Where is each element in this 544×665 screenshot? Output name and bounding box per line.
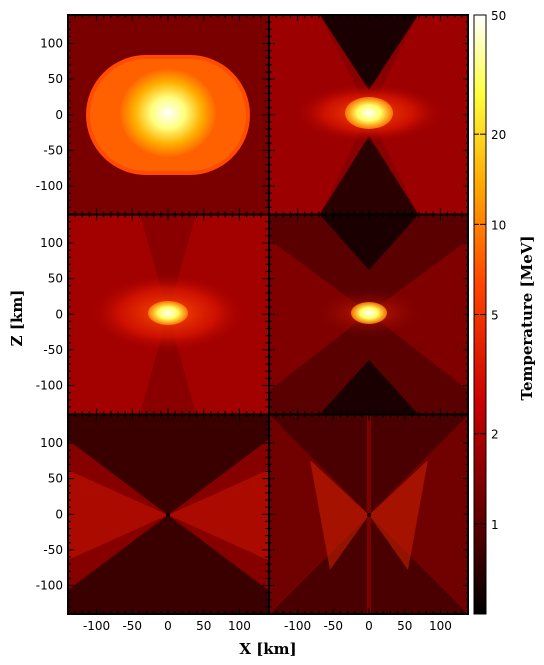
y-tick-label: 50 — [48, 272, 63, 286]
y-tick-label: 50 — [48, 72, 63, 86]
x-tick-label: -50 — [323, 619, 343, 633]
y-tick-label: 0 — [55, 108, 63, 122]
colorbar-ticks: 1 2 5 10 20 50 — [474, 9, 506, 532]
y-axis-label: Z [km] — [8, 290, 26, 347]
x-tick-label: 50 — [196, 619, 211, 633]
x-tick-label: 50 — [397, 619, 412, 633]
axis-ticks — [68, 15, 469, 614]
colorbar-label: Temperature [MeV] — [518, 236, 536, 401]
y-tick-labels: 100 50 0 -50 -100 100 50 0 -50 -100 100 50 0 -50 -100 — [36, 37, 63, 593]
x-tick-label: -100 — [284, 619, 311, 633]
x-tick-labels: -100 -50 0 50 100 -100 -50 0 50 100 — [83, 619, 452, 633]
y-tick-label: 100 — [40, 236, 63, 250]
x-axis-label: X [km] — [239, 640, 296, 658]
panel-3-middle-left — [68, 215, 268, 414]
colorbar-tick-label: 10 — [491, 218, 506, 232]
panel-2-top-right — [270, 15, 468, 214]
x-tick-label: 100 — [429, 619, 452, 633]
x-tick-label: -50 — [122, 619, 142, 633]
y-tick-label: 100 — [40, 37, 63, 51]
y-tick-label: -100 — [36, 379, 63, 393]
colorbar-tick-label: 50 — [491, 9, 506, 23]
x-tick-label: 100 — [228, 619, 251, 633]
y-tick-label: -50 — [43, 343, 63, 357]
y-tick-label: 100 — [40, 436, 63, 450]
y-tick-label: -100 — [36, 179, 63, 193]
colorbar-tick-label: 5 — [491, 309, 499, 323]
y-tick-label: 50 — [48, 472, 63, 486]
x-tick-label: 0 — [365, 619, 373, 633]
panel-6-bottom-right — [270, 415, 468, 614]
y-tick-label: 0 — [55, 507, 63, 521]
colorbar-tick-label: 20 — [491, 128, 506, 142]
colorbar-tick-label: 2 — [491, 428, 499, 442]
colorbar-tick-label: 1 — [491, 518, 499, 532]
y-tick-label: 0 — [55, 307, 63, 321]
panel-1-top-left — [68, 15, 268, 214]
y-tick-label: -100 — [36, 579, 63, 593]
x-tick-label: -100 — [83, 619, 110, 633]
panel-5-bottom-left — [68, 415, 268, 614]
y-tick-label: -50 — [43, 543, 63, 557]
x-tick-label: 0 — [164, 619, 172, 633]
y-tick-label: -50 — [43, 143, 63, 157]
panel-4-middle-right — [270, 215, 468, 414]
